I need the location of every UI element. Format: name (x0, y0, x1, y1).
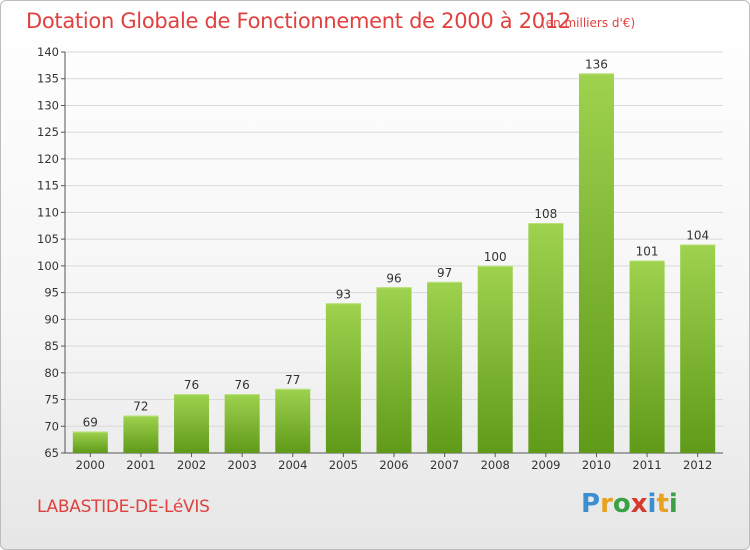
bar (528, 223, 564, 453)
data-label: 93 (336, 287, 351, 301)
bar (325, 303, 361, 453)
data-label: 69 (83, 416, 98, 430)
y-tick-label: 135 (37, 72, 59, 86)
logo-letter: o (612, 489, 631, 519)
data-label: 104 (686, 228, 709, 242)
x-tick-label: 2003 (228, 458, 257, 472)
y-tick-label: 105 (37, 232, 59, 246)
x-tick-label: 2012 (683, 458, 712, 472)
data-label: 101 (636, 245, 659, 259)
chart-subtitle: (en milliers d'€) (541, 16, 636, 30)
logo-letter: x (630, 489, 648, 519)
y-tick-label: 140 (37, 45, 59, 59)
y-tick-label: 75 (44, 393, 59, 407)
bar (72, 431, 108, 453)
y-tick-label: 110 (37, 205, 59, 219)
bar (123, 415, 159, 453)
data-label: 77 (285, 373, 300, 387)
data-label: 108 (534, 207, 557, 221)
y-tick-label: 95 (44, 286, 59, 300)
x-tick-label: 2011 (632, 458, 661, 472)
y-tick-label: 70 (44, 419, 59, 433)
logo-letter: t (656, 489, 669, 519)
bar (629, 260, 665, 453)
y-tick-label: 80 (44, 366, 59, 380)
logo-letter: P (581, 489, 601, 519)
logo-letter: i (647, 489, 657, 519)
x-tick-label: 2004 (278, 458, 307, 472)
proxiti-logo[interactable]: Proxiti (581, 489, 678, 519)
y-tick-label: 65 (44, 446, 59, 460)
y-tick-label: 125 (37, 125, 59, 139)
bar (275, 388, 311, 453)
y-tick-label: 100 (37, 259, 59, 273)
bar (680, 244, 716, 453)
chart-title: Dotation Globale de Fonctionnement de 20… (26, 9, 571, 33)
bar (376, 287, 412, 453)
data-label: 97 (437, 266, 452, 280)
bar (578, 73, 614, 454)
y-tick-label: 120 (37, 152, 59, 166)
y-tick-label: 130 (37, 98, 59, 112)
data-label: 72 (133, 400, 148, 414)
y-tick-label: 115 (37, 179, 59, 193)
logo-letter: r (600, 489, 613, 519)
city-name: LABASTIDE-DE-LéVIS (37, 497, 210, 517)
data-label: 96 (386, 271, 401, 285)
bar (224, 394, 260, 453)
bar (174, 394, 210, 453)
x-tick-label: 2006 (379, 458, 408, 472)
data-label: 76 (235, 378, 250, 392)
y-tick-label: 90 (44, 312, 59, 326)
x-tick-label: 2010 (582, 458, 611, 472)
x-tick-label: 2002 (177, 458, 206, 472)
data-label: 136 (585, 57, 608, 71)
data-label: 76 (184, 378, 199, 392)
y-tick-label: 85 (44, 339, 59, 353)
x-tick-label: 2007 (430, 458, 459, 472)
x-tick-label: 2001 (126, 458, 155, 472)
bar (477, 265, 513, 453)
logo-letter: i (668, 489, 678, 519)
x-tick-label: 2005 (329, 458, 358, 472)
x-tick-label: 2008 (481, 458, 510, 472)
x-tick-label: 2009 (531, 458, 560, 472)
bars (72, 73, 716, 454)
labels: 69 2000 72 2001 76 2002 76 2003 77 2004 93 2005 96 20… (76, 57, 713, 472)
data-label: 100 (484, 250, 507, 264)
bar (427, 281, 463, 453)
x-tick-label: 2000 (76, 458, 105, 472)
